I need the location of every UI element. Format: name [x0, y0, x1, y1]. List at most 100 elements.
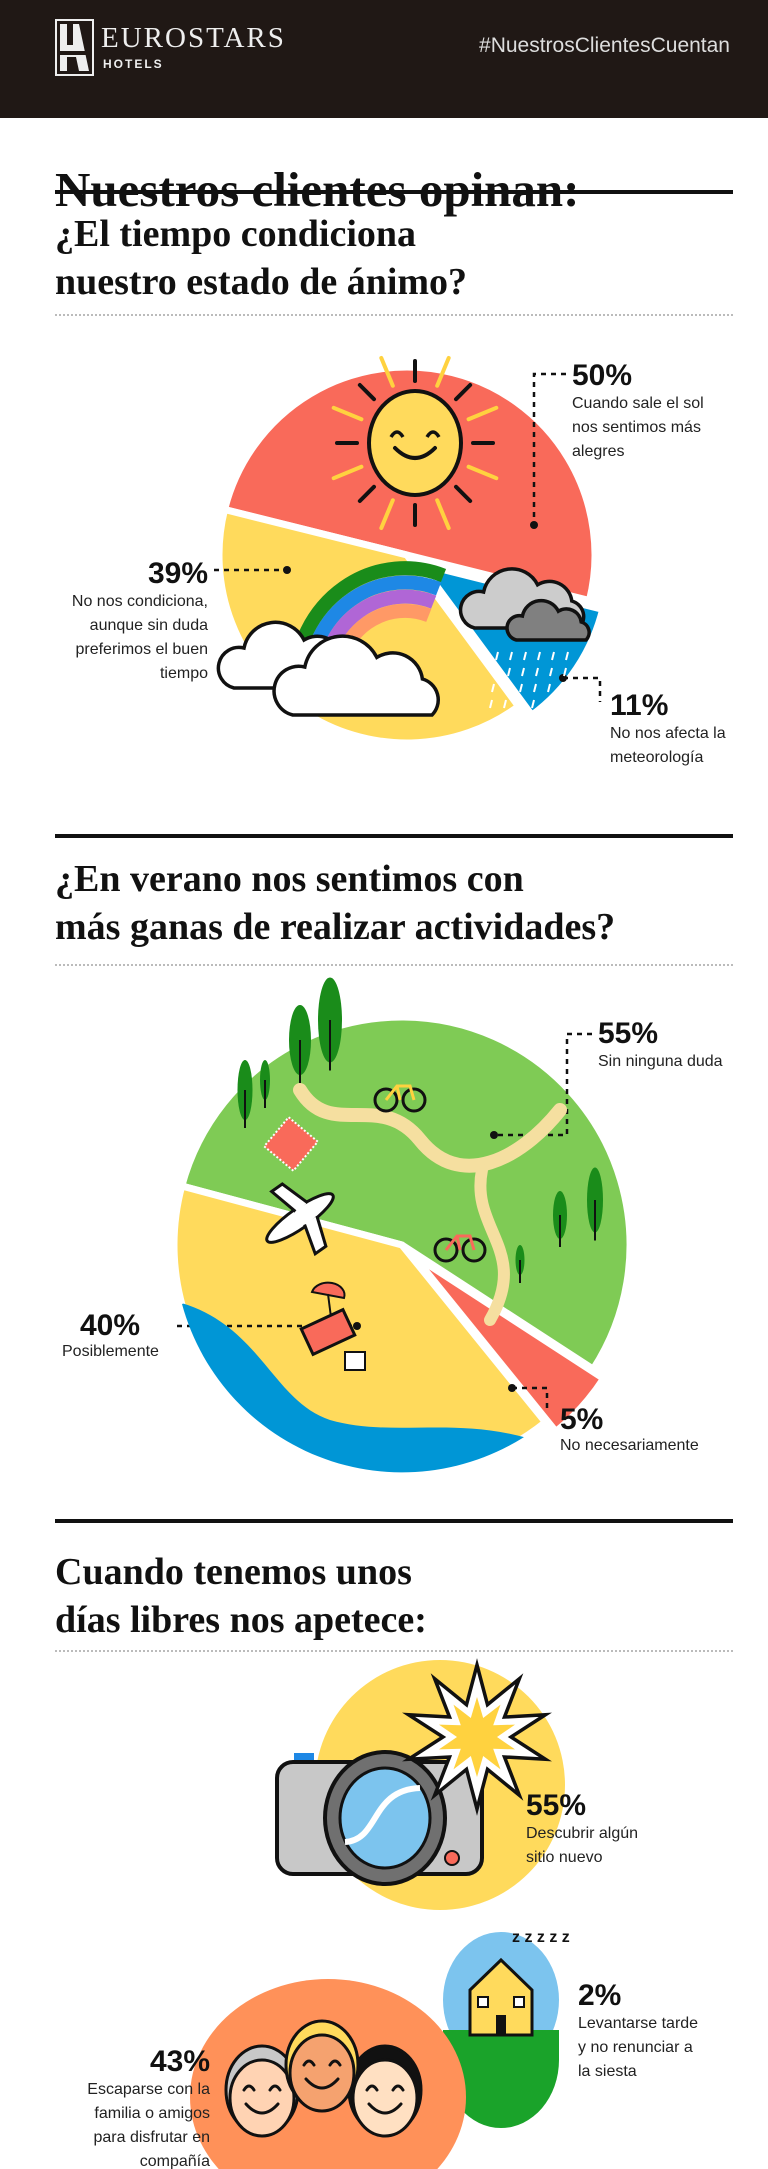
label-pct: 55% [526, 1789, 587, 1822]
flash-core [438, 1697, 516, 1777]
page-title: Nuestros clientes opinan: [55, 162, 580, 217]
leader-line [532, 372, 566, 525]
umbrella-icon [310, 1281, 346, 1300]
camera-glass [338, 1766, 432, 1870]
dotted-divider [55, 1650, 733, 1652]
house-window [477, 1996, 489, 2008]
house-window [513, 1996, 525, 2008]
sun-smile [393, 446, 437, 460]
pie-slice [178, 1013, 634, 1373]
sun-ray [357, 383, 376, 402]
smile [302, 2059, 342, 2090]
leader-dot [559, 674, 567, 682]
leader-line [512, 1386, 549, 1410]
label-desc: Cuando sale el sol nos sentimos más aleg… [572, 395, 704, 460]
label-desc: No necesariamente [560, 1437, 699, 1454]
label-desc: Escaparse con la familia o amigos para d… [87, 2081, 210, 2169]
rain-drop [519, 683, 523, 693]
rain-drop [507, 667, 511, 677]
rain-drop [509, 651, 513, 661]
label-pct: 50% [572, 359, 633, 392]
rain-drop [521, 667, 525, 677]
path-trail [474, 1164, 510, 1326]
face-icon [351, 2058, 419, 2138]
rain-drop [523, 651, 527, 661]
house-door [496, 2015, 506, 2035]
heading-line: Cuando tenemos unos [55, 1551, 412, 1593]
rain-drop [533, 683, 537, 693]
picnic-blanket-icon [262, 1115, 320, 1173]
rain-drop [489, 699, 493, 709]
eurostars-logo [55, 19, 94, 76]
pie-slice [408, 1250, 608, 1436]
hashtag: #NuestrosClientesCuentan [479, 34, 730, 57]
leader-dot [353, 1322, 361, 1330]
rain-drop [551, 651, 555, 661]
cloud-icon [272, 634, 440, 717]
sandcastle-icon [344, 1351, 366, 1371]
label-desc: Levantarse tarde y no renunciar a la sie… [578, 2015, 699, 2080]
leader-line [563, 676, 602, 702]
sun-ray [331, 405, 364, 422]
heading-line: más ganas de realizar actividades? [55, 906, 616, 948]
leader-dot [508, 1384, 516, 1392]
sun-ray [379, 498, 395, 530]
bike-icon [433, 1237, 459, 1263]
rain-drop [559, 699, 563, 709]
section-divider [55, 1519, 733, 1523]
sun-ray [435, 356, 451, 388]
rain-drop [505, 683, 509, 693]
bike-frame [384, 1084, 416, 1101]
bike-icon [373, 1087, 399, 1113]
sun-ray [379, 356, 395, 388]
section-divider [55, 834, 733, 838]
sun-ray [466, 405, 499, 422]
header: EUROSTARS HOTELS #NuestrosClientesCuenta… [0, 0, 768, 118]
label-desc: Posiblemente [62, 1343, 159, 1360]
towel-icon [299, 1307, 357, 1357]
plane-icon [265, 1182, 335, 1257]
section-heading-summer: ¿En verano nos sentimos con más ganas de… [55, 855, 615, 951]
face-icon [228, 2058, 296, 2138]
sun-icon [367, 389, 463, 497]
heading-line: ¿El tiempo condiciona [55, 213, 417, 255]
grass [443, 2030, 559, 2128]
dotted-divider [55, 964, 733, 966]
rain-drop [491, 683, 495, 693]
plane-wings [269, 1182, 328, 1257]
rain-drop [549, 667, 553, 677]
label-desc: No nos condiciona, aunque sin duda prefe… [71, 593, 208, 682]
label-desc: Sin ninguna duda [598, 1053, 723, 1070]
rain-drop [517, 699, 521, 709]
sleep-zzz-icon: z z z z z [512, 1929, 570, 1946]
sun-ray [357, 484, 376, 503]
camera-light [444, 1850, 460, 1866]
bike-icon [401, 1087, 427, 1113]
sun-ray [454, 484, 473, 503]
bike-frame [444, 1234, 476, 1251]
section-heading-free-days: Cuando tenemos unos días libres nos apet… [55, 1548, 427, 1644]
leader-dot [530, 521, 538, 529]
label-pct: 40% [80, 1309, 141, 1342]
heading-line: nuestro estado de ánimo? [55, 261, 468, 303]
rain-drop [537, 651, 541, 661]
label-pct: 43% [149, 2045, 210, 2078]
lens-reflection [344, 1785, 421, 1845]
rain-drop [531, 699, 535, 709]
label-desc: Descubrir algún sitio nuevo [526, 1825, 639, 1866]
rain-drop [563, 667, 567, 677]
rain-drop [545, 699, 549, 709]
label-pct: 39% [147, 557, 208, 590]
face-icon [288, 2033, 356, 2113]
rain-drop [565, 651, 569, 661]
rain-drop [493, 667, 497, 677]
rain-drop [495, 651, 499, 661]
leader-dot [490, 1131, 498, 1139]
heading-line: ¿En verano nos sentimos con [55, 858, 524, 900]
rain-drop [547, 683, 551, 693]
sun-ray [435, 498, 451, 530]
section-divider [55, 190, 733, 194]
label-pct: 11% [610, 689, 669, 722]
smile [242, 2084, 282, 2115]
